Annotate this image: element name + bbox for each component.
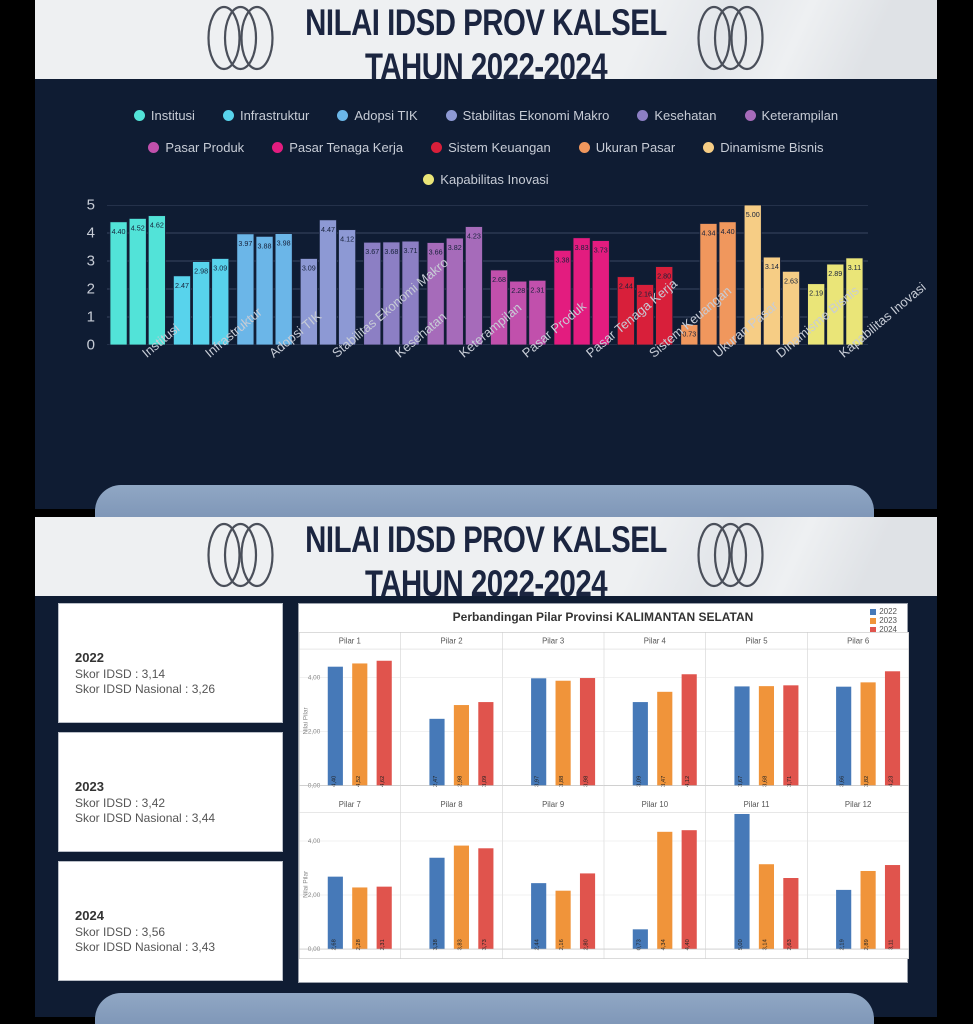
svg-text:2,44: 2,44 <box>535 939 541 950</box>
svg-text:Nilai Pilar: Nilai Pilar <box>303 870 310 898</box>
svg-text:2.19: 2.19 <box>809 289 823 298</box>
svg-text:3,71: 3,71 <box>787 776 793 787</box>
svg-text:3.38: 3.38 <box>555 255 569 264</box>
svg-text:Pilar 10: Pilar 10 <box>642 800 669 809</box>
svg-text:3,73: 3,73 <box>482 939 488 950</box>
svg-text:4.23: 4.23 <box>467 232 481 241</box>
svg-text:2.98: 2.98 <box>194 267 208 276</box>
svg-text:Pilar 3: Pilar 3 <box>542 636 564 645</box>
svg-text:3,88: 3,88 <box>559 776 565 787</box>
svg-text:4.34: 4.34 <box>701 229 715 238</box>
svg-text:3,83: 3,83 <box>457 939 463 950</box>
svg-text:3.88: 3.88 <box>258 241 272 250</box>
svg-text:3.71: 3.71 <box>404 246 418 255</box>
svg-text:3.67: 3.67 <box>365 247 379 256</box>
svg-text:Pilar 12: Pilar 12 <box>845 800 871 809</box>
svg-text:4,12: 4,12 <box>685 776 691 787</box>
svg-text:4.40: 4.40 <box>112 227 126 236</box>
svg-text:2,80: 2,80 <box>584 939 590 950</box>
svg-text:2.89: 2.89 <box>828 269 842 278</box>
svg-text:3,97: 3,97 <box>535 776 541 787</box>
svg-text:0,73: 0,73 <box>636 939 642 950</box>
svg-text:2.47: 2.47 <box>175 281 189 290</box>
svg-text:3,38: 3,38 <box>433 939 439 950</box>
svg-text:3,66: 3,66 <box>840 776 846 787</box>
svg-text:0,00: 0,00 <box>308 783 321 790</box>
svg-text:2,68: 2,68 <box>331 939 337 950</box>
svg-text:Nilai Pilar: Nilai Pilar <box>303 707 310 735</box>
svg-text:4,40: 4,40 <box>685 939 691 950</box>
svg-text:2,98: 2,98 <box>457 776 463 787</box>
svg-text:4,34: 4,34 <box>661 939 667 950</box>
svg-text:2.28: 2.28 <box>511 286 525 295</box>
svg-text:Pilar 9: Pilar 9 <box>542 800 564 809</box>
svg-text:Pilar 2: Pilar 2 <box>440 636 462 645</box>
svg-text:3.82: 3.82 <box>448 243 462 252</box>
svg-text:Pilar 11: Pilar 11 <box>744 800 770 809</box>
svg-text:2,19: 2,19 <box>840 939 846 950</box>
svg-text:3,47: 3,47 <box>661 776 667 787</box>
svg-text:2.31: 2.31 <box>530 285 544 294</box>
svg-text:3.14: 3.14 <box>765 262 779 271</box>
svg-text:3,11: 3,11 <box>889 939 895 950</box>
svg-text:4.62: 4.62 <box>150 221 164 230</box>
svg-text:4.52: 4.52 <box>131 223 145 232</box>
svg-text:3.73: 3.73 <box>594 246 608 255</box>
svg-text:3.68: 3.68 <box>384 247 398 256</box>
svg-text:3,09: 3,09 <box>636 776 642 787</box>
svg-text:2.68: 2.68 <box>492 275 506 284</box>
svg-text:4,40: 4,40 <box>331 776 337 787</box>
svg-text:4.47: 4.47 <box>321 225 335 234</box>
svg-text:3.83: 3.83 <box>575 243 589 252</box>
svg-text:2.44: 2.44 <box>619 282 633 291</box>
svg-text:0,00: 0,00 <box>308 946 321 953</box>
svg-text:4,00: 4,00 <box>308 838 321 845</box>
svg-text:3.97: 3.97 <box>238 239 252 248</box>
svg-text:Pilar 5: Pilar 5 <box>745 636 768 645</box>
svg-text:3.11: 3.11 <box>848 263 861 272</box>
svg-text:5.00: 5.00 <box>746 210 760 219</box>
svg-text:3,67: 3,67 <box>738 776 744 787</box>
svg-text:4,00: 4,00 <box>308 675 321 682</box>
svg-text:3,68: 3,68 <box>762 776 768 787</box>
svg-text:Pilar 7: Pilar 7 <box>339 800 361 809</box>
svg-text:3,09: 3,09 <box>482 776 488 787</box>
svg-text:2.63: 2.63 <box>784 276 798 285</box>
svg-text:2,28: 2,28 <box>356 939 362 950</box>
svg-text:3.09: 3.09 <box>302 264 316 273</box>
svg-text:4.40: 4.40 <box>721 227 735 236</box>
svg-text:2,63: 2,63 <box>787 939 793 950</box>
svg-text:2,31: 2,31 <box>380 939 386 950</box>
svg-text:Pilar 1: Pilar 1 <box>339 636 361 645</box>
svg-text:2,47: 2,47 <box>433 776 439 787</box>
svg-text:3,82: 3,82 <box>864 776 870 787</box>
svg-text:5,00: 5,00 <box>738 939 744 950</box>
svg-text:4,62: 4,62 <box>380 776 386 787</box>
svg-text:2,89: 2,89 <box>864 939 870 950</box>
svg-text:2,16: 2,16 <box>559 939 565 950</box>
svg-text:3,98: 3,98 <box>584 776 590 787</box>
svg-text:Pilar 6: Pilar 6 <box>847 636 869 645</box>
svg-text:4.12: 4.12 <box>340 235 354 244</box>
svg-text:4,23: 4,23 <box>889 776 895 787</box>
svg-text:3.09: 3.09 <box>213 264 227 273</box>
svg-text:3,14: 3,14 <box>762 939 768 950</box>
svg-text:2,00: 2,00 <box>308 729 321 736</box>
svg-text:Pilar 8: Pilar 8 <box>440 800 462 809</box>
svg-text:3.98: 3.98 <box>277 239 291 248</box>
svg-text:4,52: 4,52 <box>356 776 362 787</box>
svg-text:2,00: 2,00 <box>308 892 321 899</box>
svg-text:Pilar 4: Pilar 4 <box>644 636 667 645</box>
